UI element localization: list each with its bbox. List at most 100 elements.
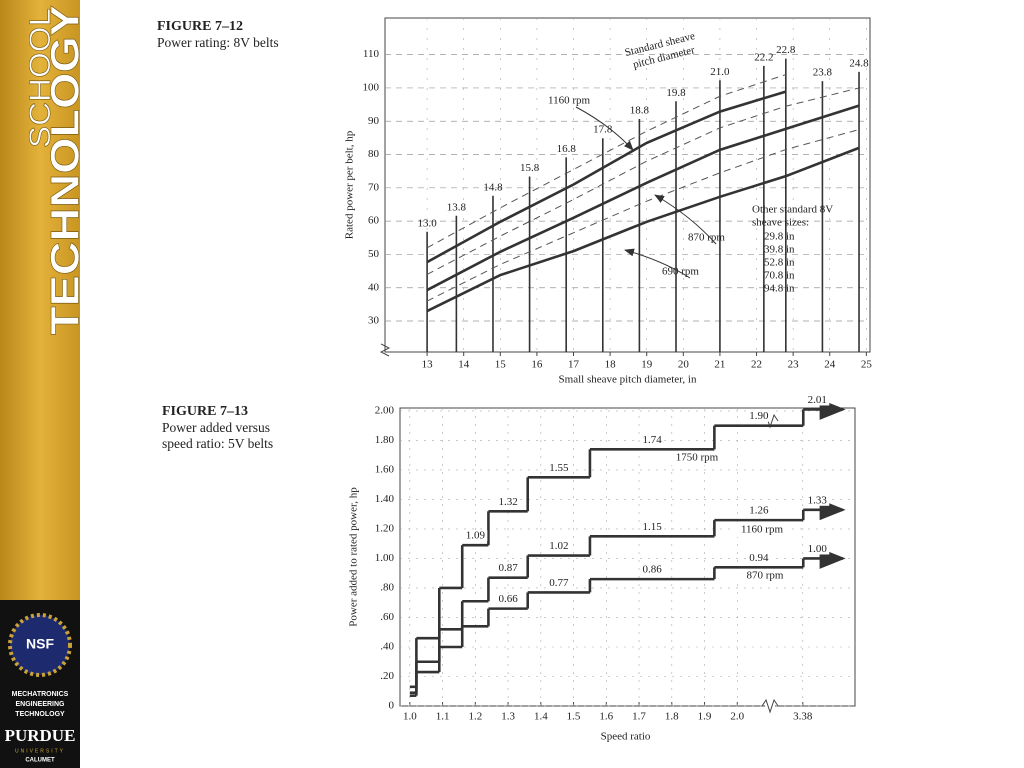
- value-label-bg: [546, 540, 571, 552]
- standard-diameter-label: 22.2: [754, 51, 773, 63]
- x-tick-label: 21: [714, 359, 725, 371]
- curve-label: 1750 rpm: [676, 452, 719, 464]
- value-label: 0.94: [749, 552, 769, 564]
- y-tick-label: 1.80: [375, 434, 395, 446]
- x-tick-label: 1.0: [403, 711, 417, 723]
- y-tick-label: 1.00: [375, 552, 395, 564]
- y-tick-label: 40: [368, 281, 380, 293]
- x-tick-label: 2.0: [730, 711, 744, 723]
- standard-diameter-label: 22.8: [776, 44, 796, 56]
- y-tick-label: 100: [363, 81, 380, 93]
- value-label: 1.02: [549, 540, 568, 552]
- value-label-bg: [805, 394, 830, 406]
- value-label: 1.33: [808, 494, 828, 506]
- dashed-curve: [426, 129, 860, 302]
- y-tick-label: .40: [380, 641, 394, 653]
- x-tick-label: 1.3: [501, 711, 515, 723]
- annotation: 39.8 in: [764, 244, 795, 256]
- standard-diameter-label: 18.8: [630, 105, 650, 117]
- figure-title: FIGURE 7–13: [162, 404, 248, 419]
- y-tick-label: 1.20: [375, 523, 395, 535]
- annotation: sheave sizes:: [752, 217, 809, 229]
- x-tick-label: 3.38: [793, 711, 813, 723]
- curve-leader: [654, 194, 717, 245]
- x-tick-label: 1.6: [599, 711, 613, 723]
- sidebar-band: [0, 0, 80, 600]
- standard-diameter-label: 19.8: [666, 87, 686, 99]
- y-tick-label: .60: [380, 611, 394, 623]
- value-label-bg: [640, 434, 665, 446]
- y-tick-label: 30: [368, 315, 380, 327]
- plot-frame: [399, 407, 856, 707]
- value-label-bg: [746, 505, 771, 517]
- y-tick-label: 1.60: [375, 463, 395, 475]
- annotation: 94.8 in: [764, 283, 795, 295]
- curve-label-bg: [734, 523, 790, 537]
- y-tick-label: 110: [363, 48, 380, 60]
- curve-label: 870 rpm: [747, 570, 784, 582]
- x-tick-label: 13: [422, 359, 434, 371]
- value-label-bg: [746, 410, 771, 422]
- y-axis-label: Power added to rated power, hp: [348, 487, 360, 627]
- y-tick-label: .20: [380, 670, 394, 682]
- university-sub: UNIVERSITY: [15, 748, 65, 754]
- value-label: 1.55: [549, 462, 569, 474]
- dashed-curve: [426, 74, 786, 249]
- y-tick-label: .80: [380, 582, 394, 594]
- x-tick-label: 16: [531, 359, 543, 371]
- y-tick-label: 60: [368, 215, 380, 227]
- x-tick-label: 15: [495, 359, 507, 371]
- curve-label: 870 rpm: [688, 232, 725, 244]
- value-label: 1.26: [749, 505, 769, 517]
- curve-leader: [624, 248, 691, 279]
- x-tick-label: 1.7: [632, 711, 646, 723]
- value-label-bg: [463, 530, 488, 542]
- value-label: 1.15: [643, 521, 663, 533]
- curve-label-bg: [737, 569, 793, 583]
- x-tick-label: 25: [861, 359, 873, 371]
- x-tick-label: 19: [641, 359, 653, 371]
- program-line: TECHNOLOGY: [15, 711, 65, 718]
- x-tick-label: 1.5: [567, 711, 581, 723]
- standard-diameter-label: 13.0: [417, 217, 437, 229]
- value-label: 0.77: [549, 577, 569, 589]
- curve-label: 1160 rpm: [548, 95, 591, 107]
- university-name: PURDUE: [5, 726, 76, 745]
- y-tick-label: 1.40: [375, 493, 395, 505]
- x-tick-label: 14: [458, 359, 470, 371]
- school-word: SCHOOL: [24, 8, 57, 148]
- value-label-bg: [640, 521, 665, 533]
- y-tick-label: 50: [368, 248, 380, 260]
- y-tick-label: 0: [389, 700, 395, 712]
- standard-diameter-label: 13.8: [447, 201, 467, 213]
- value-label: 1.00: [808, 543, 828, 555]
- value-label-bg: [546, 462, 571, 474]
- x-tick-label: 1.4: [534, 711, 548, 723]
- x-tick-label: 23: [788, 359, 800, 371]
- rpm-curve: [426, 104, 860, 292]
- standard-diameter-label: 15.8: [520, 162, 540, 174]
- value-label: 1.74: [643, 434, 663, 446]
- standard-diameter-label: 21.0: [710, 66, 730, 78]
- value-label-bg: [805, 494, 830, 506]
- x-tick-label: 1.1: [436, 711, 450, 723]
- standard-diameter-label: 16.8: [557, 143, 577, 155]
- value-label: 1.09: [466, 530, 486, 542]
- campus-name: CALUMET: [25, 758, 55, 764]
- figure-subtitle: Power added versus: [162, 420, 270, 435]
- value-label-bg: [496, 593, 521, 605]
- x-tick-label: 1.9: [698, 711, 712, 723]
- x-tick-label: 24: [824, 359, 836, 371]
- y-axis-label: Rated power per belt, hp: [344, 130, 356, 239]
- x-tick-label: 1.2: [468, 711, 482, 723]
- figure-subtitle: speed ratio: 5V belts: [162, 436, 273, 451]
- standard-diameter-label: 14.8: [483, 181, 503, 193]
- rpm-curve: [426, 90, 787, 264]
- y-tick-label: 70: [368, 181, 380, 193]
- y-tick-label: 90: [368, 115, 380, 127]
- annotation: 52.8 in: [764, 257, 795, 269]
- nsf-text: NSF: [26, 636, 54, 652]
- x-tick-label: 1.8: [665, 711, 679, 723]
- plot-frame: [384, 17, 871, 353]
